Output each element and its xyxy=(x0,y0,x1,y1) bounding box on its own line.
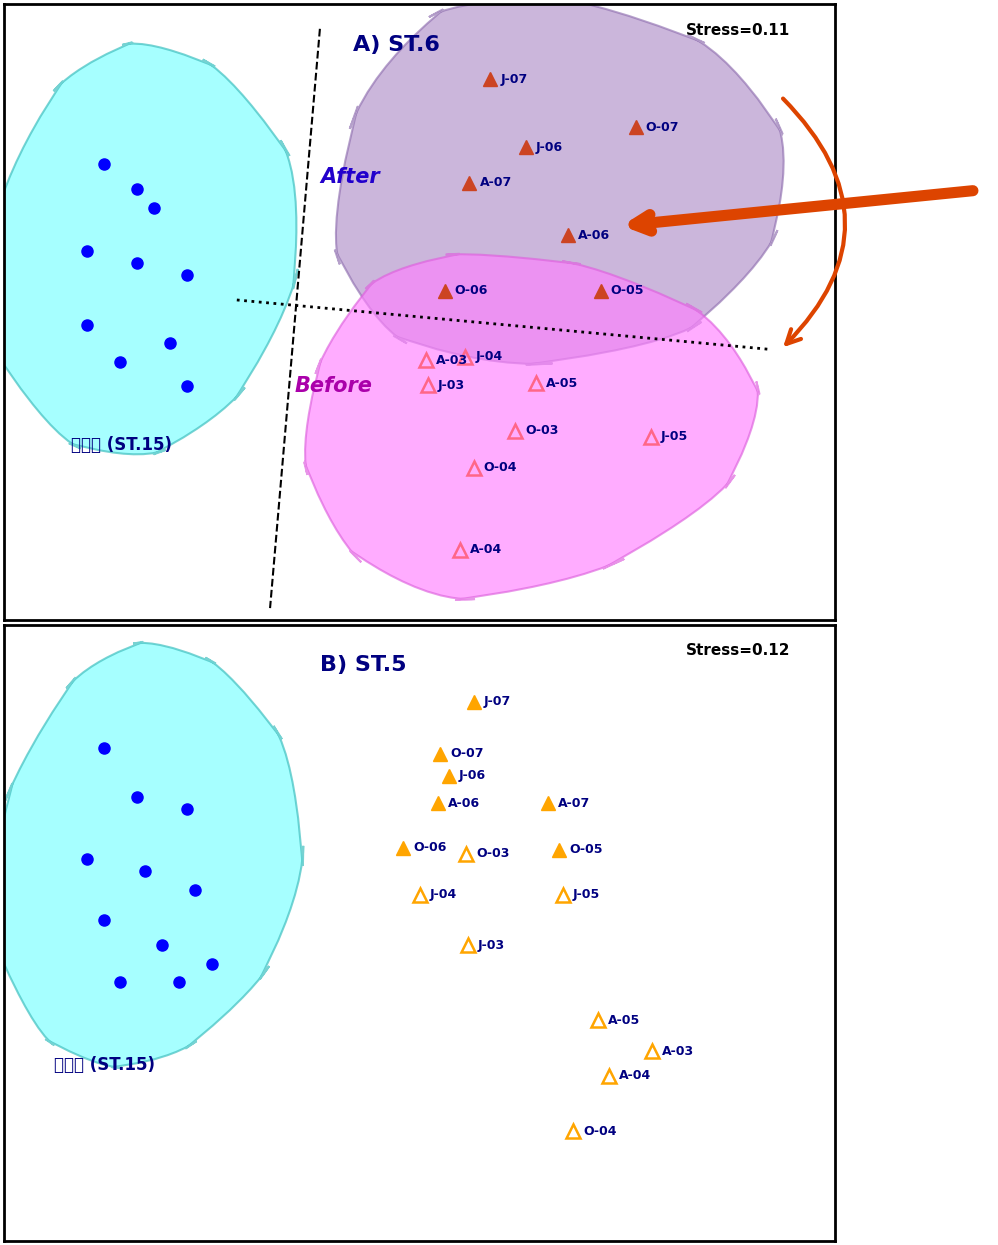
Text: Before: Before xyxy=(295,376,373,396)
Text: J-03: J-03 xyxy=(478,939,505,951)
Text: A-04: A-04 xyxy=(469,543,502,557)
Text: A-03: A-03 xyxy=(436,354,468,367)
Text: J-07: J-07 xyxy=(484,695,511,708)
Text: O-05: O-05 xyxy=(611,284,645,298)
Text: A-07: A-07 xyxy=(479,177,512,189)
Text: A) ST.6: A) ST.6 xyxy=(353,35,440,55)
Text: J-07: J-07 xyxy=(500,73,528,86)
Text: After: After xyxy=(320,167,379,187)
Text: Stress=0.12: Stress=0.12 xyxy=(686,644,790,659)
PathPatch shape xyxy=(0,642,303,1068)
Text: A-07: A-07 xyxy=(559,797,591,809)
Text: A-04: A-04 xyxy=(619,1069,652,1082)
Text: A-06: A-06 xyxy=(448,797,480,809)
Text: J-05: J-05 xyxy=(661,431,688,443)
Text: O-04: O-04 xyxy=(484,461,517,474)
Text: J-05: J-05 xyxy=(573,888,600,901)
Text: O-06: O-06 xyxy=(413,842,446,854)
Text: J-03: J-03 xyxy=(438,378,465,391)
PathPatch shape xyxy=(335,0,783,365)
Text: O-03: O-03 xyxy=(525,425,559,437)
PathPatch shape xyxy=(0,42,297,454)
Text: 외해역 (ST.15): 외해역 (ST.15) xyxy=(54,1056,155,1074)
PathPatch shape xyxy=(304,254,759,600)
Text: J-04: J-04 xyxy=(475,350,503,364)
Text: J-06: J-06 xyxy=(536,141,563,153)
Text: 외해역 (ST.15): 외해역 (ST.15) xyxy=(71,436,172,453)
Text: O-05: O-05 xyxy=(569,843,603,857)
Text: O-07: O-07 xyxy=(450,747,484,761)
Text: Stress=0.11: Stress=0.11 xyxy=(686,22,789,37)
Text: A-03: A-03 xyxy=(663,1045,695,1057)
Text: O-07: O-07 xyxy=(646,121,679,134)
Text: J-06: J-06 xyxy=(459,769,486,782)
Text: O-06: O-06 xyxy=(454,284,488,298)
Text: A-05: A-05 xyxy=(546,377,578,390)
Text: A-06: A-06 xyxy=(578,229,610,242)
Text: O-03: O-03 xyxy=(476,848,510,860)
Text: A-05: A-05 xyxy=(608,1013,641,1027)
Text: O-04: O-04 xyxy=(583,1124,617,1138)
Text: J-04: J-04 xyxy=(429,888,457,901)
Text: B) ST.5: B) ST.5 xyxy=(320,655,406,675)
